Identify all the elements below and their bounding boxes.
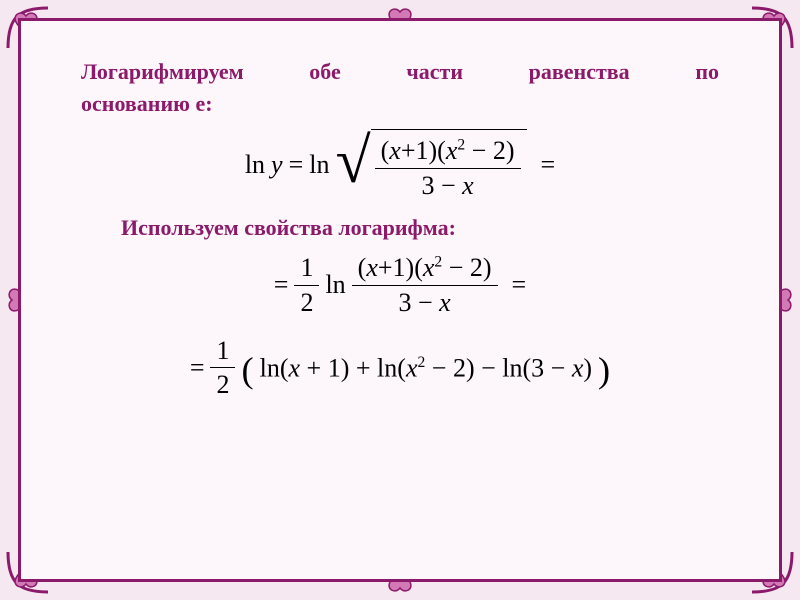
- txt: ln: [325, 272, 345, 298]
- txt: − 2): [442, 253, 491, 282]
- formula-1: ln y = ln √ (x+1)(x2 − 2) 3 − x: [81, 129, 719, 201]
- txt: ): [583, 353, 592, 382]
- f2-half: 1 2: [294, 253, 319, 318]
- txt: +1)(: [401, 136, 446, 165]
- heading-2: Используем свойства логарифма:: [121, 215, 719, 241]
- heading-line2: основанию e:: [81, 91, 719, 117]
- close-paren-icon: ): [598, 352, 610, 388]
- heading-line1: Логарифмируем обе части равенства по: [81, 59, 719, 85]
- txt: (: [381, 136, 390, 165]
- txt: +: [349, 353, 377, 382]
- open-paren-icon: (: [241, 352, 253, 388]
- heading-suffix: :: [205, 91, 212, 116]
- txt: x: [366, 253, 378, 282]
- slide-outer: Логарифмируем обе части равенства по осн…: [0, 0, 800, 600]
- txt: − 2): [425, 353, 474, 382]
- f1-ln: ln: [245, 152, 265, 178]
- txt: =: [190, 355, 205, 381]
- txt: x: [572, 353, 584, 382]
- txt: x: [389, 136, 401, 165]
- slide-frame: Логарифмируем обе части равенства по осн…: [18, 18, 782, 582]
- txt: x: [462, 171, 474, 200]
- heading-prefix: основанию: [81, 91, 195, 116]
- txt: ln(: [377, 353, 406, 382]
- slide-content: Логарифмируем обе части равенства по осн…: [81, 59, 719, 541]
- txt: 3 −: [399, 288, 440, 317]
- txt: ln(3 −: [502, 353, 572, 382]
- txt: + 1): [300, 353, 349, 382]
- heading-base-var: e: [195, 91, 205, 116]
- sqrt-icon: √ (x+1)(x2 − 2) 3 − x: [336, 129, 527, 201]
- txt: x: [439, 288, 451, 317]
- txt: 1: [294, 253, 319, 286]
- f1-tail: =: [541, 152, 556, 178]
- txt: ln(: [260, 353, 289, 382]
- txt: 3 −: [421, 171, 462, 200]
- txt: =: [512, 272, 527, 298]
- formula-3: = 1 2 ( ln(x + 1) + ln(x2 − 2) − ln(3 − …: [81, 336, 719, 401]
- txt: 2: [457, 136, 465, 153]
- txt: 2: [294, 286, 319, 318]
- f1-eq: =: [289, 152, 304, 178]
- txt: x: [446, 136, 458, 165]
- formula-2: = 1 2 ln (x+1)(x2 − 2) 3 − x =: [81, 253, 719, 318]
- f1-frac: (x+1)(x2 − 2) 3 − x: [375, 136, 521, 201]
- txt: x: [423, 253, 435, 282]
- f3-half: 1 2: [210, 336, 235, 401]
- txt: −: [475, 353, 503, 382]
- f1-rln: ln: [309, 152, 329, 178]
- txt: 1: [210, 336, 235, 369]
- txt: x: [289, 353, 301, 382]
- txt: x: [406, 353, 418, 382]
- txt: 2: [210, 368, 235, 400]
- txt: =: [274, 272, 289, 298]
- txt: − 2): [465, 136, 514, 165]
- txt: +1)(: [378, 253, 423, 282]
- f2-frac: (x+1)(x2 − 2) 3 − x: [352, 253, 498, 318]
- f1-y: y: [271, 152, 283, 178]
